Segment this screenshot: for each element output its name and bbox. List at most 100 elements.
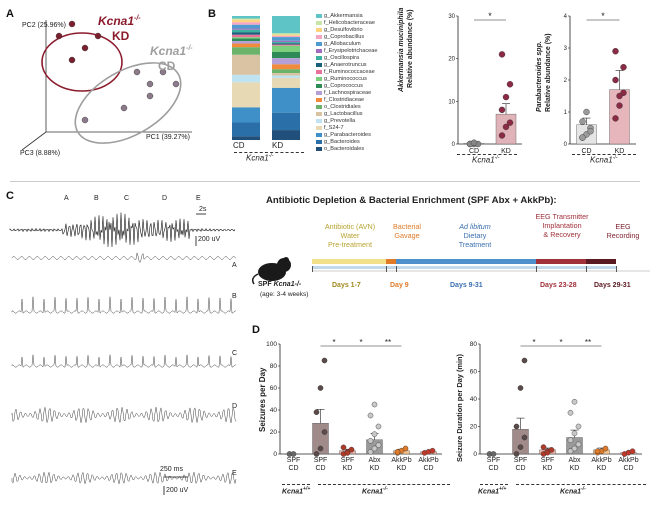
sample-point <box>371 431 378 437</box>
stack-segment <box>272 78 300 88</box>
sample-point <box>506 81 514 88</box>
sample-point <box>583 108 590 116</box>
stack-segment <box>232 19 260 23</box>
akk-genotype-divider <box>457 154 517 155</box>
legend-item: g_Ruminococcus <box>316 76 367 82</box>
legend-swatch <box>316 83 322 88</box>
sample-point <box>612 115 619 122</box>
stack-segment <box>232 54 260 75</box>
stack-segment <box>232 37 260 39</box>
legend-swatch <box>316 34 322 39</box>
eeg-strip-A <box>11 252 237 264</box>
legend-item: f_S24-7 <box>316 125 344 131</box>
stack-segment <box>232 41 260 44</box>
category-label: AkkPb CD <box>418 457 439 472</box>
stack-segment <box>232 38 260 42</box>
cd-sample-point <box>133 68 141 76</box>
bar-eeg-record <box>586 259 616 264</box>
sample-point <box>571 445 578 452</box>
stack-segment <box>272 51 300 59</box>
kd-cluster-ellipse <box>41 32 123 92</box>
stack-segment <box>232 122 260 137</box>
stage-eeg-record: EEG Recording <box>606 222 640 240</box>
kd-sample-point <box>81 44 89 52</box>
y-tick-label: 80 <box>470 341 478 348</box>
legend-label: g_Coprobacillus <box>324 34 365 40</box>
eeg-strip-letter: E <box>232 470 237 477</box>
y-tick-label: 40 <box>270 407 278 414</box>
y-tick-label: 30 <box>448 14 455 20</box>
sample-point <box>321 429 328 435</box>
legend-label: f_Erysipelotrichaceae <box>324 48 378 54</box>
significance-star: * <box>559 338 562 347</box>
significance-star: ** <box>585 338 591 347</box>
eeg-top-letter: A <box>64 195 69 202</box>
kd-sample-point <box>55 32 63 40</box>
mouse-age: (age: 3-4 weeks) <box>260 291 309 298</box>
eeg-traces <box>9 212 237 495</box>
stack-segment <box>232 18 260 20</box>
stage-avn: Antibiotic (AVN) Water Pre-treatment <box>324 222 376 249</box>
y-tick-label: 80 <box>270 363 278 370</box>
para-genotype-divider <box>572 154 636 155</box>
sample-point <box>612 76 619 84</box>
dl-group2: Kcna1-/- <box>362 486 388 496</box>
legend-label: g_Ruminococcus <box>324 76 367 82</box>
akk-ylabel-2: Relative abundance (%) <box>407 9 414 88</box>
category-label: SPF CD <box>313 457 328 472</box>
stack-label-cd: CD <box>233 141 245 150</box>
sample-point <box>513 451 520 457</box>
days-avn: Days 1-7 <box>332 282 361 289</box>
legend-item: o_Clostridiales <box>316 104 361 110</box>
sample-point <box>490 451 497 457</box>
legend-swatch <box>316 146 322 151</box>
dl-group1: Kcna1+/+ <box>282 486 311 496</box>
eeg-strip-letter: B <box>232 293 237 300</box>
legend-swatch <box>316 55 322 60</box>
significance-star: * <box>332 338 335 347</box>
legend-label: g_Anaerotruncus <box>324 62 367 68</box>
stacked-bar-kd <box>272 16 300 140</box>
stacked-bar-cd <box>232 16 260 140</box>
legend-swatch <box>316 132 322 137</box>
legend-item: g_Desulfovibrio <box>316 27 363 33</box>
stack-segment <box>232 47 260 55</box>
sample-point <box>567 409 574 416</box>
sample-point <box>498 51 506 58</box>
legend-item: f_Helicobacteraceae <box>316 20 375 26</box>
y-tick-label: 20 <box>448 57 455 63</box>
legend-label: g_Coprococcus <box>324 83 363 89</box>
legend-swatch <box>316 41 322 46</box>
dr-group1: Kcna1+/+ <box>478 486 507 496</box>
cd-sample-point <box>81 116 89 124</box>
sample-point <box>517 385 524 391</box>
days-eeg-record: Days 29-31 <box>594 282 631 289</box>
dr-ylabel: Seizure Duration per Day (min) <box>455 353 464 462</box>
panel-label-d: D <box>252 324 260 336</box>
stack-segment <box>272 37 300 41</box>
sample-point <box>348 446 355 453</box>
stage-gavage: Bacterial Gavage <box>393 222 421 240</box>
sample-point <box>571 430 578 437</box>
category-label: SPF KD <box>340 457 355 472</box>
stack-segment <box>232 22 260 25</box>
stack-label-kd: KD <box>272 141 284 150</box>
legend-item: g_Coprobacillus <box>316 34 364 40</box>
legend-label: g_Parabacteroides <box>324 132 371 138</box>
legend-label: g_Lactobacillus <box>324 111 363 117</box>
legend-label: o_Clostridiales <box>324 104 361 110</box>
dr-group2: Kcna1-/- <box>560 486 586 496</box>
legend-label: f_Lachnospiraceae <box>324 90 372 96</box>
cd-sample-point <box>146 80 154 88</box>
sample-point <box>371 445 378 452</box>
stack-segment <box>232 43 260 48</box>
cd-sample-point <box>159 68 167 76</box>
akk-genotype: Kcna1-/- <box>472 155 500 165</box>
pcoa-plot <box>21 20 192 151</box>
stack-segment <box>272 16 300 34</box>
legend-swatch <box>316 97 322 102</box>
cd-sample-point <box>120 104 128 112</box>
pc3-axis <box>21 131 47 151</box>
stage-eeg-implant: EEG Transmitter Implantation & Recovery <box>535 212 589 239</box>
kd-sample-point <box>68 56 76 64</box>
